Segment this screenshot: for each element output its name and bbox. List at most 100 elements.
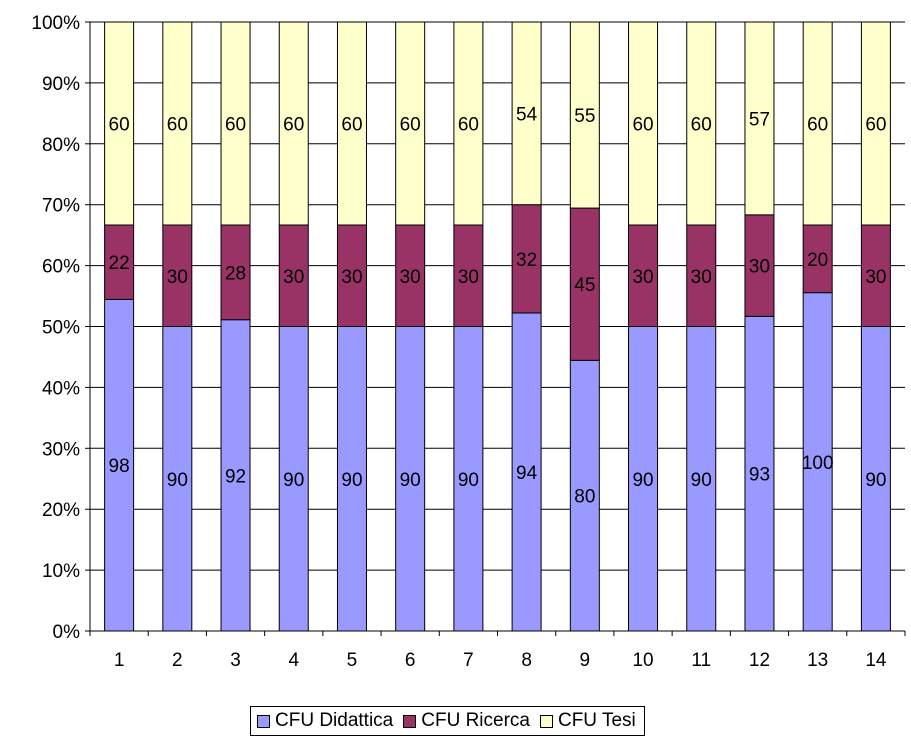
legend-item-tesi: CFU Tesi <box>539 710 636 732</box>
data-label: 30 <box>341 267 362 288</box>
x-tick-label: 7 <box>463 650 474 671</box>
x-tick-label: 3 <box>230 650 241 671</box>
bar-segment <box>744 21 775 216</box>
legend-item-didattica: CFU Didattica <box>257 710 393 732</box>
data-label: 45 <box>574 275 595 296</box>
bar-segment <box>628 326 659 632</box>
data-label: 93 <box>749 465 770 486</box>
y-tick-label: 20% <box>42 500 80 521</box>
data-label: 55 <box>574 106 595 127</box>
data-label: 90 <box>167 470 188 491</box>
data-label: 54 <box>516 104 538 125</box>
y-tick-label: 80% <box>42 135 80 156</box>
bar-segment <box>104 21 135 226</box>
data-label: 90 <box>632 470 653 491</box>
x-tick-label: 4 <box>288 650 299 671</box>
bar-segment <box>453 21 484 226</box>
bar-segment <box>162 21 193 226</box>
data-label: 22 <box>109 253 130 274</box>
bar-segment <box>278 21 309 226</box>
x-tick-label: 8 <box>521 650 532 671</box>
bar-segment <box>511 21 542 206</box>
data-label: 94 <box>516 463 538 484</box>
data-label: 60 <box>400 115 421 136</box>
legend: CFU Didattica CFU Ricerca CFU Tesi <box>250 706 645 736</box>
bar-segment <box>569 207 600 361</box>
data-label: 32 <box>516 250 537 271</box>
y-tick-label: 30% <box>42 439 80 460</box>
bar-segment <box>220 224 251 321</box>
x-tick-label: 12 <box>749 650 770 671</box>
data-label: 28 <box>225 263 246 284</box>
bar-segment <box>802 21 833 226</box>
y-tick-label: 0% <box>53 622 81 643</box>
y-tick-label: 40% <box>42 378 80 399</box>
bars <box>104 21 891 632</box>
data-label: 60 <box>807 115 828 136</box>
data-label: 30 <box>458 267 479 288</box>
legend-swatch-tesi <box>539 714 553 728</box>
bar-segment <box>860 326 891 632</box>
data-label: 60 <box>341 115 362 136</box>
data-label: 30 <box>632 267 653 288</box>
bar-segment <box>511 312 542 632</box>
bar-segment <box>395 224 426 327</box>
y-tick-label: 50% <box>42 318 80 339</box>
data-label: 60 <box>632 115 653 136</box>
bar-segment <box>453 224 484 327</box>
bar-segment <box>802 292 833 632</box>
data-label: 30 <box>400 267 421 288</box>
data-label: 60 <box>691 115 712 136</box>
data-label: 90 <box>341 470 362 491</box>
data-label: 60 <box>167 115 188 136</box>
x-tick-label: 2 <box>172 650 183 671</box>
data-label: 30 <box>749 257 770 278</box>
bar-segment <box>628 21 659 226</box>
data-label: 30 <box>283 267 304 288</box>
bar-segment <box>744 315 775 632</box>
y-tick-label: 60% <box>42 257 80 278</box>
data-label: 20 <box>807 250 828 271</box>
x-tick-label: 5 <box>347 650 358 671</box>
y-tick-label: 70% <box>42 196 80 217</box>
data-label: 92 <box>225 466 246 487</box>
bar-segment <box>336 21 367 226</box>
data-label: 90 <box>283 470 304 491</box>
data-label: 60 <box>109 115 130 136</box>
data-label: 100 <box>802 453 834 474</box>
legend-swatch-didattica <box>257 714 270 728</box>
data-label: 60 <box>865 115 886 136</box>
data-label: 30 <box>691 267 712 288</box>
data-label: 60 <box>283 115 304 136</box>
legend-item-ricerca: CFU Ricerca <box>403 710 530 732</box>
bar-segment <box>162 326 193 632</box>
bar-segment <box>220 319 251 632</box>
x-tick-label: 1 <box>114 650 125 671</box>
data-label: 98 <box>109 456 130 477</box>
data-label: 60 <box>225 115 246 136</box>
legend-label-ricerca: CFU Ricerca <box>421 710 530 731</box>
y-tick-label: 100% <box>31 13 80 34</box>
x-tick-label: 13 <box>807 650 828 671</box>
bar-segment <box>395 21 426 226</box>
bar-segment <box>860 21 891 226</box>
bar-segment <box>686 326 717 632</box>
data-label: 80 <box>574 487 595 508</box>
axes: 0%10%20%30%40%50%60%70%80%90%100%1 2 3 4 5 6 7… <box>31 13 906 671</box>
data-labels: 98 22 60 90 30 60 92 28 60 90 30 60 90 30 60 90 30 60 90 30… <box>109 104 887 507</box>
data-label: 90 <box>691 470 712 491</box>
gridlines <box>90 21 905 571</box>
data-label: 90 <box>865 470 886 491</box>
bar-segment <box>569 21 600 209</box>
bar-segment <box>569 359 600 632</box>
bar-segment <box>511 204 542 314</box>
x-tick-label: 11 <box>691 650 711 671</box>
bar-segment <box>278 224 309 327</box>
x-tick-label: 14 <box>865 650 887 671</box>
bar-segment <box>686 224 717 327</box>
x-tick-label: 9 <box>580 650 591 671</box>
x-tick-label: 10 <box>632 650 653 671</box>
bar-segment <box>628 224 659 327</box>
bar-segment <box>162 224 193 327</box>
legend-label-tesi: CFU Tesi <box>557 710 636 731</box>
